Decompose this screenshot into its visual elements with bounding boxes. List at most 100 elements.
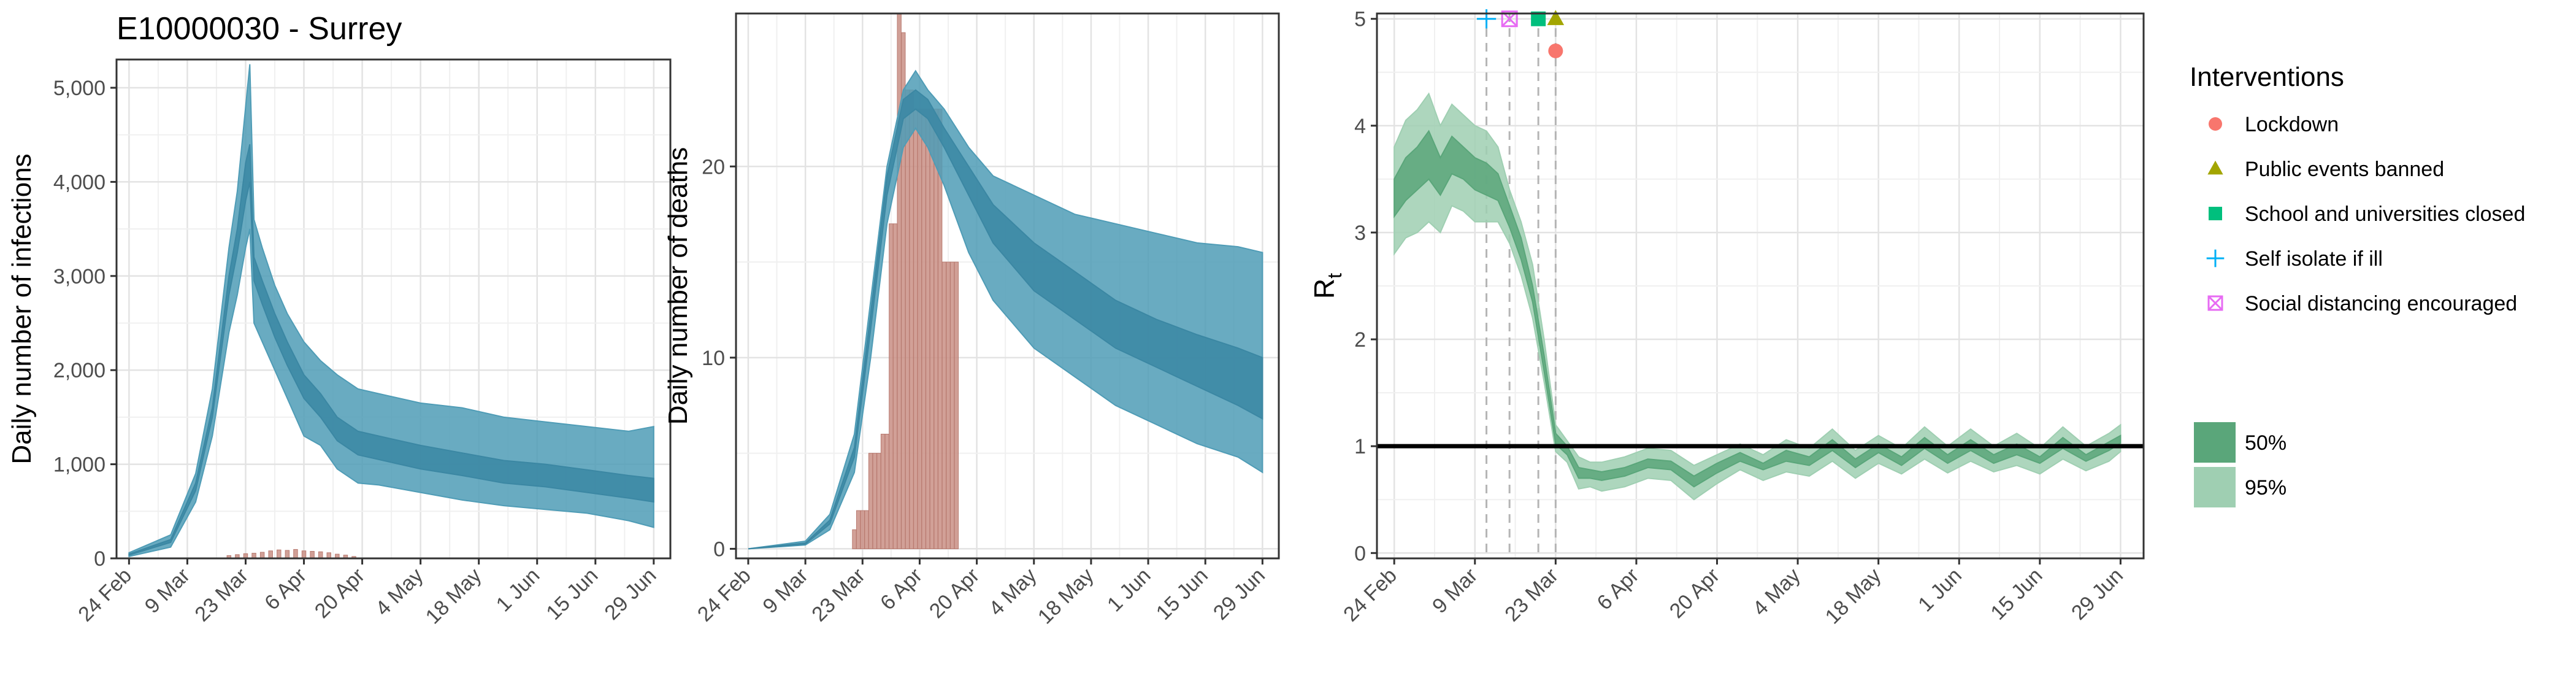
ci-band-50pct bbox=[128, 144, 654, 556]
x-tick-label: 1 Jun bbox=[1914, 564, 1966, 617]
chart-infections: 0 1,000 2,000 3,000 4,000 5,000 24 Feb 9 Mar23 … bbox=[7, 58, 672, 629]
y-axis-label: Daily number of infections bbox=[7, 153, 37, 464]
x-tick-label: 15 Jun bbox=[542, 564, 602, 625]
bar-deaths bbox=[946, 261, 951, 549]
x-tick-label: 6 Apr bbox=[260, 564, 311, 615]
legend-label: Public events banned bbox=[2245, 158, 2444, 181]
x-tick-label: 20 Apr bbox=[925, 564, 984, 623]
x-tick-label: 24 Feb bbox=[693, 564, 756, 626]
x-tick-label: 18 May bbox=[421, 564, 486, 629]
bar-deaths bbox=[905, 90, 910, 549]
bar-infections bbox=[318, 551, 323, 559]
x-tick-label: 9 Mar bbox=[758, 564, 812, 618]
y-tick-label: 3,000 bbox=[53, 265, 105, 288]
y-tick-label: 10 bbox=[702, 347, 725, 370]
legend-interventions: Interventions Lockdown Public events banne… bbox=[2190, 62, 2525, 315]
legend-title: Interventions bbox=[2190, 62, 2344, 92]
x-tick-label: 23 Mar bbox=[807, 564, 870, 626]
bar-deaths bbox=[941, 261, 947, 549]
bar-deaths bbox=[880, 433, 886, 549]
legend-key-school-and-universities-closed bbox=[2209, 207, 2222, 220]
x-tick-label: 24 Feb bbox=[74, 564, 136, 626]
bar-deaths bbox=[852, 529, 857, 549]
bar-deaths bbox=[933, 109, 938, 549]
bar-deaths bbox=[897, 13, 902, 549]
ci-band-95pct bbox=[1393, 92, 2122, 501]
legend-key-social-distancing-encouraged-box bbox=[2207, 295, 2223, 311]
x-tick-label: 1 Jun bbox=[492, 564, 545, 617]
bar-deaths bbox=[876, 453, 881, 549]
legend-key-lockdown bbox=[2209, 117, 2222, 131]
bar-deaths bbox=[909, 90, 914, 549]
bar-deaths bbox=[868, 453, 873, 549]
x-tick-label: 9 Mar bbox=[1428, 564, 1482, 618]
x-tick-label: 20 Apr bbox=[310, 564, 369, 623]
legend-key-social-distancing-encouraged bbox=[2207, 295, 2223, 311]
x-tick-label: 15 Jun bbox=[1152, 564, 1213, 625]
chart-rt: 0 1 2 3 4 5 24 Feb 9 Mar 23 Mar 6 Apr 20 Apr 4 May 1… bbox=[1308, 8, 2145, 629]
x-tick-label: 18 May bbox=[1821, 564, 1886, 629]
y-tick-label: 3 bbox=[1354, 222, 1366, 245]
plot-border bbox=[735, 12, 1280, 560]
bar-infections bbox=[285, 550, 290, 559]
x-tick-label: 29 Jun bbox=[2067, 564, 2128, 625]
bar-deaths bbox=[864, 510, 869, 549]
x-tick-label: 4 May bbox=[984, 564, 1041, 620]
legend-key-self-isolate-if-ill bbox=[2206, 249, 2225, 268]
bar-deaths bbox=[917, 109, 922, 549]
y-tick-label: 1 bbox=[1354, 435, 1366, 458]
y-axis-label-main: R bbox=[1308, 279, 1340, 299]
legend-label: School and universities closed bbox=[2245, 202, 2525, 226]
x-tick-label: 18 May bbox=[1033, 564, 1098, 629]
bar-deaths bbox=[884, 433, 889, 549]
ci-band-50pct bbox=[748, 89, 1263, 550]
bar-deaths bbox=[950, 261, 955, 549]
x-tick-label: 20 Apr bbox=[1665, 564, 1724, 623]
legend-label: Social distancing encouraged bbox=[2245, 292, 2517, 315]
y-tick-label: 2 bbox=[1354, 328, 1366, 352]
marker-social-distancing-encouraged-box bbox=[1501, 10, 1518, 28]
bar-infections bbox=[310, 550, 315, 559]
figure-title: E10000030 - Surrey bbox=[117, 11, 402, 47]
y-axis-label: Daily number of deaths bbox=[663, 147, 693, 425]
bar-deaths bbox=[921, 109, 926, 549]
bar-deaths bbox=[889, 223, 894, 549]
y-tick-label: 20 bbox=[702, 155, 725, 179]
x-tick-label: 23 Mar bbox=[190, 564, 253, 626]
bar-deaths bbox=[872, 453, 877, 549]
plot-border bbox=[1376, 12, 2145, 560]
bar-deaths bbox=[892, 223, 898, 549]
ci-band-95pct bbox=[128, 64, 654, 558]
x-tick-label: 29 Jun bbox=[1209, 564, 1270, 625]
x-tick-label: 15 Jun bbox=[1986, 564, 2047, 625]
y-tick-label: 4 bbox=[1354, 115, 1366, 138]
legend-swatch-95pct bbox=[2194, 467, 2236, 507]
y-tick-label: 0 bbox=[94, 547, 105, 571]
bar-deaths bbox=[929, 109, 935, 549]
bar-deaths bbox=[860, 510, 865, 549]
x-tick-label: 1 Jun bbox=[1103, 564, 1156, 617]
legend-key-social-distancing-encouraged-x2 bbox=[2207, 295, 2223, 311]
y-tick-label: 1,000 bbox=[53, 453, 105, 477]
y-axis-label: Rt bbox=[1308, 273, 1346, 299]
x-tick-label: 24 Feb bbox=[1339, 564, 1401, 626]
x-tick-label: 6 Apr bbox=[876, 564, 927, 615]
legend-key-public-events-banned bbox=[2207, 160, 2223, 175]
y-tick-label: 5,000 bbox=[53, 77, 105, 100]
x-tick-label: 6 Apr bbox=[1593, 564, 1644, 615]
bar-infections bbox=[268, 550, 273, 559]
legend-label: Self isolate if ill bbox=[2245, 247, 2383, 271]
legend-ci-label: 95% bbox=[2245, 476, 2287, 499]
bar-deaths bbox=[913, 109, 918, 549]
bar-deaths bbox=[926, 109, 930, 549]
x-tick-label: 29 Jun bbox=[600, 564, 661, 625]
y-tick-label: 0 bbox=[1354, 542, 1366, 565]
y-tick-label: 2,000 bbox=[53, 359, 105, 382]
y-tick-label: 5 bbox=[1354, 8, 1366, 31]
marker-self-isolate-if-ill bbox=[1476, 9, 1497, 29]
bar-deaths bbox=[954, 261, 959, 549]
legend-ci: 50% 95% bbox=[2194, 422, 2287, 507]
